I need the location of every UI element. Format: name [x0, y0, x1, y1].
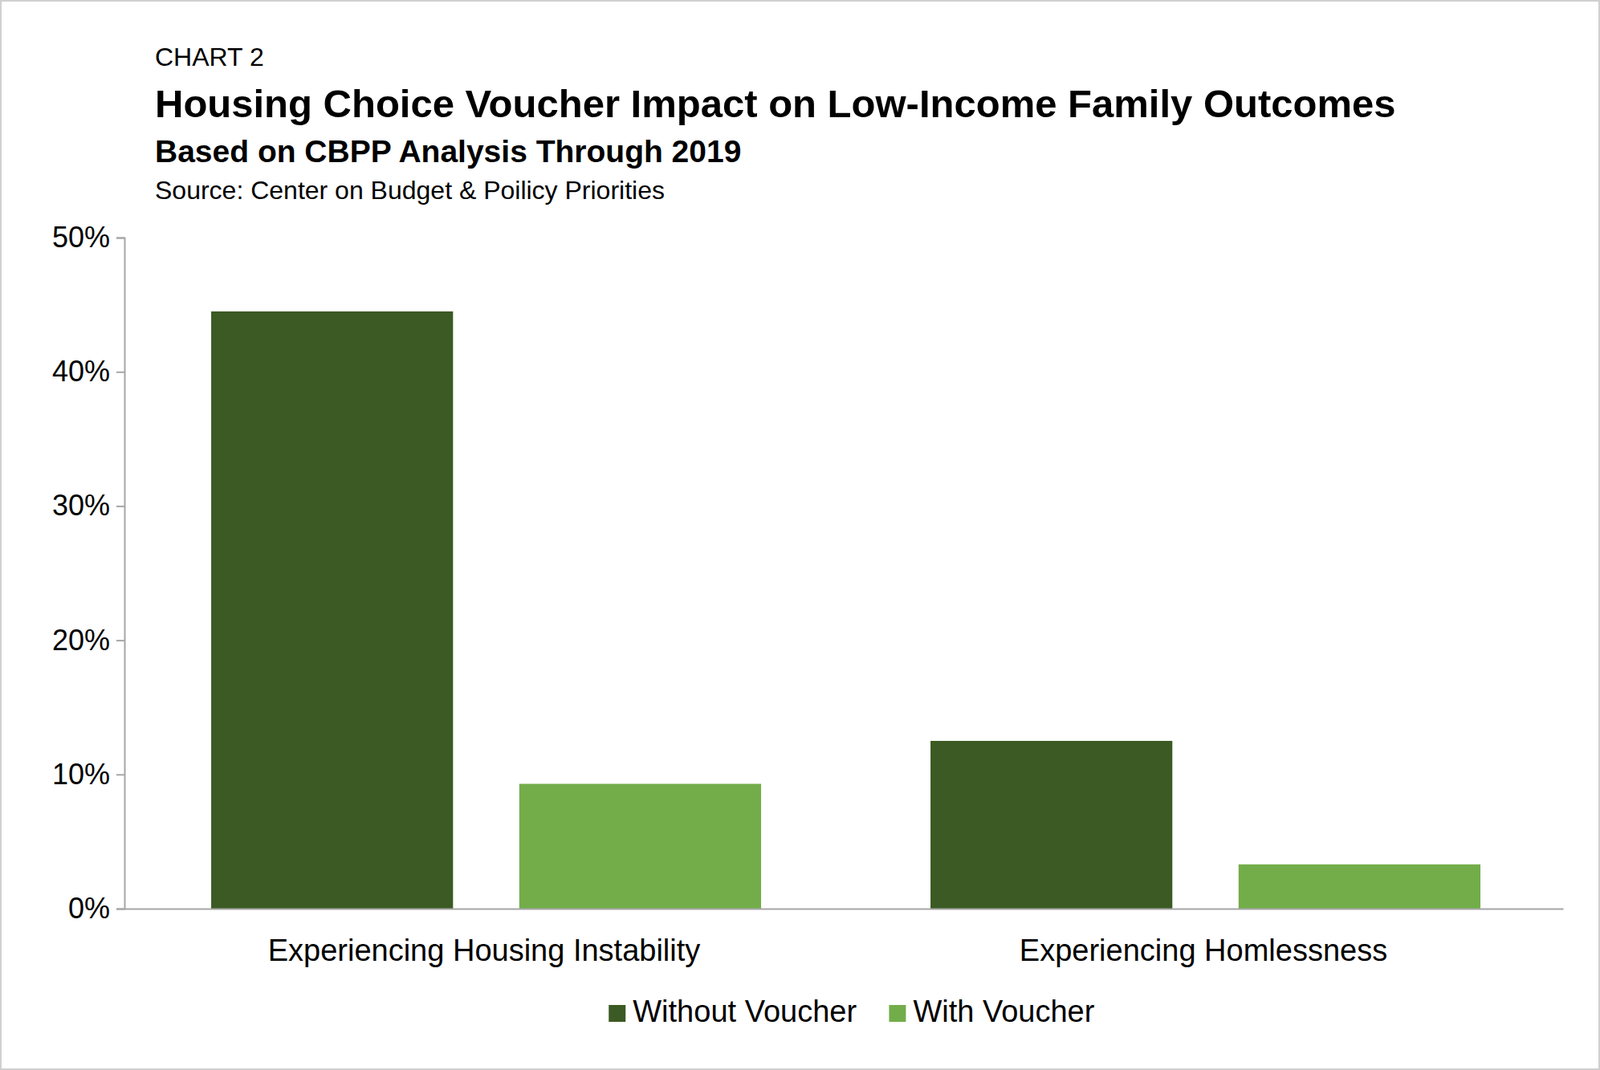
y-tick-label: 40%: [52, 354, 110, 388]
x-axis: Experiencing Housing Instability Experien…: [125, 909, 1564, 968]
bar: [519, 784, 762, 909]
y-tick-mark: [116, 505, 125, 508]
y-tick-mark: [116, 908, 125, 911]
bar: [930, 740, 1173, 909]
y-tick: 30%: [52, 488, 125, 522]
legend: Without Voucher With Voucher: [608, 994, 1096, 1029]
chart: CHART 2 Housing Choice Voucher Impact on …: [0, 0, 1600, 1070]
bar: [211, 311, 453, 909]
y-tick-label: 0%: [68, 891, 110, 925]
legend-swatch: [888, 1005, 906, 1022]
y-tick-mark: [116, 237, 125, 240]
subtitle: Based on CBPP Analysis Through 2019: [154, 134, 741, 169]
legend-label: With Voucher: [912, 994, 1095, 1029]
x-tick: Experiencing Housing Instability: [268, 933, 701, 968]
y-tick-label: 20%: [52, 623, 110, 657]
y-tick: 20%: [52, 623, 125, 657]
y-tick-mark: [116, 639, 125, 642]
legend-label: Without Voucher: [632, 994, 857, 1029]
y-tick-mark: [116, 371, 125, 374]
legend-item: Without Voucher: [608, 994, 857, 1029]
y-tick: 50%: [52, 220, 125, 254]
x-axis-line: [125, 908, 1564, 911]
frame: [0, 0, 1600, 1070]
bar: [1238, 864, 1481, 909]
y-tick-label: 10%: [52, 757, 110, 791]
chart-label: CHART 2: [154, 42, 265, 72]
x-tick: Experiencing Homlessness: [1019, 933, 1388, 968]
legend-swatch: [608, 1005, 626, 1022]
x-tick-label: Experiencing Homlessness: [1019, 933, 1388, 968]
x-tick-label: Experiencing Housing Instability: [268, 933, 701, 968]
y-tick-label: 50%: [52, 220, 110, 254]
y-tick: 0%: [68, 891, 125, 925]
y-axis: 0% 10% 20% 30% 40% 50%: [52, 220, 126, 925]
y-tick-label: 30%: [52, 488, 110, 522]
legend-item: With Voucher: [888, 994, 1095, 1029]
source: Source: Center on Budget & Poilicy Prior…: [154, 175, 665, 205]
y-axis-line: [116, 238, 126, 910]
bars: [211, 311, 1481, 909]
y-tick: 10%: [52, 757, 125, 791]
y-tick: 40%: [52, 354, 125, 388]
title: Housing Choice Voucher Impact on Low-Inc…: [154, 81, 1397, 126]
y-tick-mark: [116, 773, 125, 776]
